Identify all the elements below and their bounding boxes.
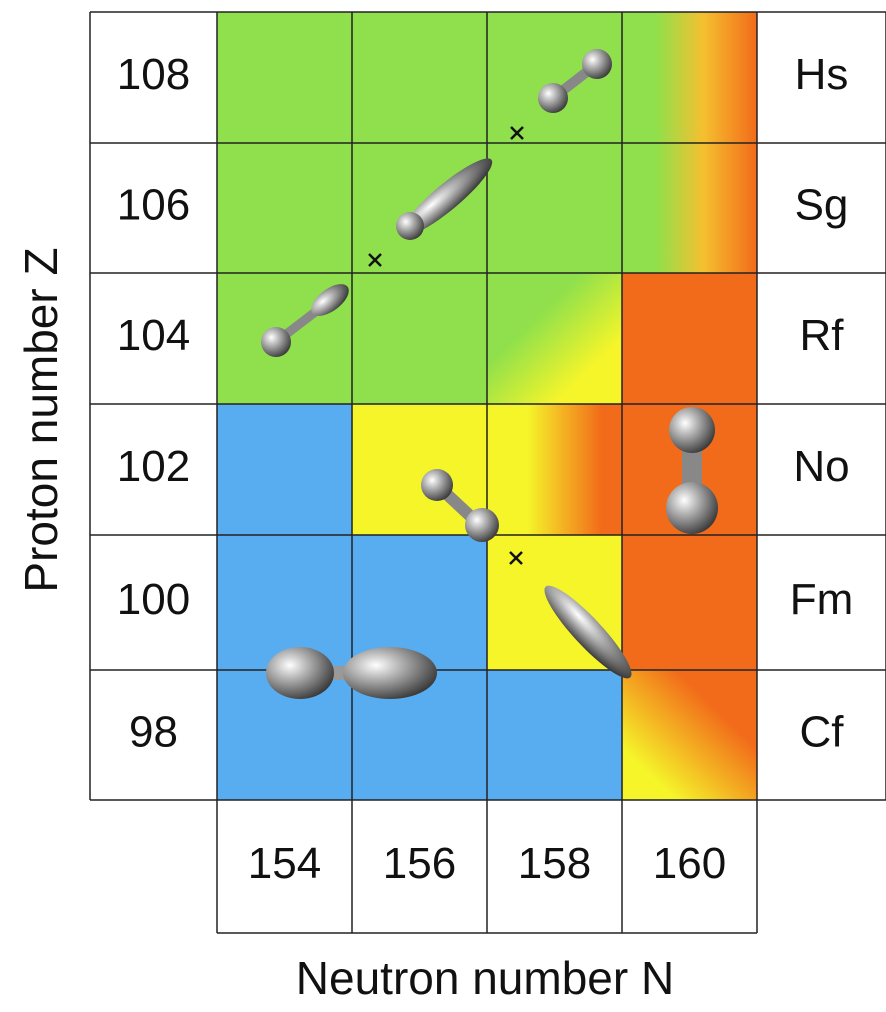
cell xyxy=(487,670,622,800)
neutron-number: 158 xyxy=(518,839,591,888)
proton-number: 104 xyxy=(117,311,190,360)
proton-number: 106 xyxy=(117,181,190,230)
cell xyxy=(622,12,757,143)
proton-number: 98 xyxy=(129,708,178,757)
cell xyxy=(217,404,352,535)
cell xyxy=(487,143,622,273)
cell xyxy=(622,143,757,273)
cell xyxy=(217,143,352,273)
cell xyxy=(622,273,757,404)
cell xyxy=(217,12,352,143)
element-symbol: Rf xyxy=(800,311,845,360)
cell xyxy=(352,12,487,143)
element-symbol: Fm xyxy=(790,575,854,624)
cell xyxy=(217,535,352,670)
neutron-number: 160 xyxy=(653,839,726,888)
cell xyxy=(352,273,487,404)
cell xyxy=(487,404,622,535)
cell xyxy=(487,273,622,404)
proton-number: 100 xyxy=(117,575,190,624)
element-symbol: No xyxy=(793,442,849,491)
neutron-number: 154 xyxy=(248,839,321,888)
element-symbol: Cf xyxy=(800,708,845,757)
element-symbol: Hs xyxy=(795,50,849,99)
proton-number: 108 xyxy=(117,50,190,99)
x-axis-title: Neutron number N xyxy=(296,952,674,1004)
element-symbol: Sg xyxy=(795,181,849,230)
diagram: Proton number Z Neutron number N 108 Hs 10… xyxy=(0,0,886,1012)
cell xyxy=(622,670,757,800)
neutron-number: 156 xyxy=(383,839,456,888)
proton-number: 102 xyxy=(117,442,190,491)
cell xyxy=(622,535,757,670)
y-axis-title: Proton number Z xyxy=(15,247,67,592)
